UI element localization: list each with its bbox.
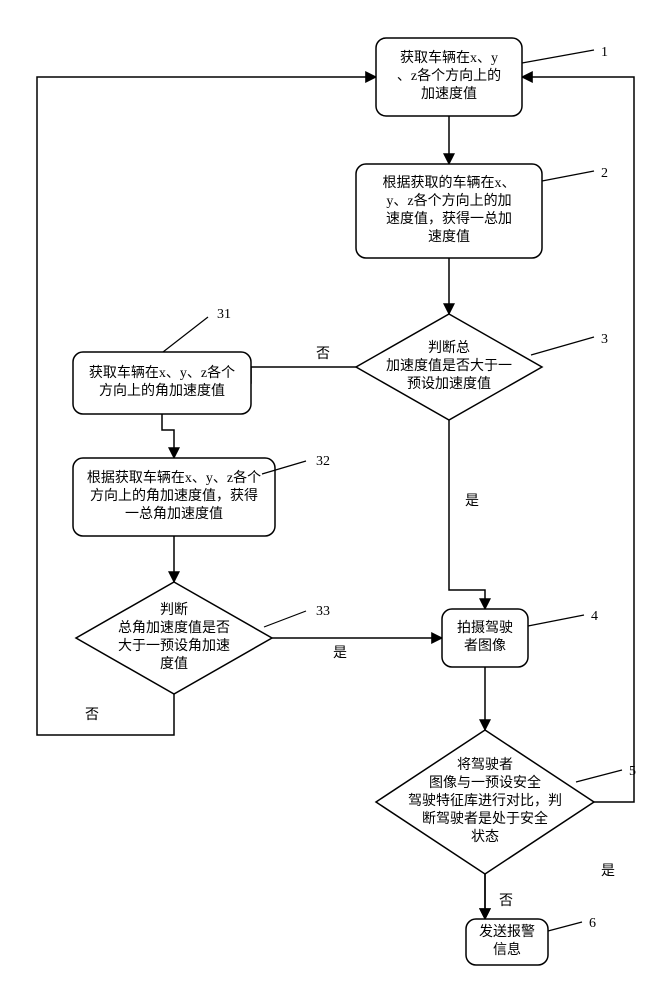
edgelabel-e5yes: 是 xyxy=(601,864,615,879)
numlabel-l33: 33 xyxy=(316,604,330,619)
numlabel-l1: 1 xyxy=(601,45,608,60)
svg-text:拍摄驾驶: 拍摄驾驶 xyxy=(457,620,513,636)
svg-text:加速度值是否大于一: 加速度值是否大于一 xyxy=(386,358,512,374)
svg-text:驾驶特征库进行对比，判: 驾驶特征库进行对比，判 xyxy=(408,793,562,809)
node-n5: 将驾驶者图像与一预设安全驾驶特征库进行对比，判断驾驶者是处于安全状态 xyxy=(376,730,594,874)
edgelabel-e5no: 否 xyxy=(499,894,513,909)
svg-text:速度值: 速度值 xyxy=(428,229,470,245)
svg-text:、z各个方向上的: 、z各个方向上的 xyxy=(397,68,501,84)
edgelabel-e3no: 否 xyxy=(316,347,330,362)
leader-l5 xyxy=(576,770,622,782)
edge-n3-n4 xyxy=(449,420,485,609)
svg-text:发送报警: 发送报警 xyxy=(479,924,535,940)
node-n1: 获取车辆在x、y 、z各个方向上的加速度值 xyxy=(376,38,522,116)
numlabel-l5: 5 xyxy=(629,764,636,779)
svg-text:信息: 信息 xyxy=(493,941,521,958)
svg-text:获取车辆在x、y: 获取车辆在x、y xyxy=(400,49,498,66)
leader-l6 xyxy=(548,922,582,931)
svg-text:者图像: 者图像 xyxy=(464,638,506,654)
edgelabel-e3yes: 是 xyxy=(465,494,479,509)
svg-text:根据获取车辆在x、y、z各个: 根据获取车辆在x、y、z各个 xyxy=(87,469,261,486)
svg-text:判断总: 判断总 xyxy=(428,340,470,356)
numlabel-l2: 2 xyxy=(601,166,608,181)
leader-l4 xyxy=(528,615,584,626)
leader-l1 xyxy=(522,50,594,63)
svg-text:大于一预设角加速: 大于一预设角加速 xyxy=(118,638,230,654)
node-n6: 发送报警信息 xyxy=(466,919,548,965)
leader-l31 xyxy=(163,317,208,352)
svg-text:速度值，获得一总加: 速度值，获得一总加 xyxy=(386,210,512,227)
node-n32: 根据获取车辆在x、y、z各个方向上的角加速度值，获得一总角加速度值 xyxy=(73,458,275,536)
node-n33: 判断总角加速度值是否大于一预设角加速度值 xyxy=(76,582,272,694)
nodes-layer: 获取车辆在x、y 、z各个方向上的加速度值根据获取的车辆在x、 y、z各个方向上的加… xyxy=(73,38,594,965)
svg-text:断驾驶者是处于安全: 断驾驶者是处于安全 xyxy=(422,810,548,827)
leader-l3 xyxy=(531,337,594,355)
svg-text:总角加速度值是否: 总角加速度值是否 xyxy=(118,620,230,636)
edgelabel-e33no: 否 xyxy=(85,708,99,723)
numlabel-l3: 3 xyxy=(601,332,608,347)
svg-text:图像与一预设安全: 图像与一预设安全 xyxy=(429,774,541,791)
svg-text:根据获取的车辆在x、: 根据获取的车辆在x、 xyxy=(383,174,516,191)
svg-text:方向上的角加速度值: 方向上的角加速度值 xyxy=(99,383,225,399)
numlabel-l4: 4 xyxy=(591,609,598,624)
node-n3: 判断总加速度值是否大于一预设加速度值 xyxy=(356,314,542,420)
svg-text:获取车辆在x、y、z各个: 获取车辆在x、y、z各个 xyxy=(89,364,235,381)
svg-text:一总角加速度值: 一总角加速度值 xyxy=(125,506,223,522)
svg-text:预设加速度值: 预设加速度值 xyxy=(407,376,491,392)
node-n31: 获取车辆在x、y、z各个方向上的角加速度值 xyxy=(73,352,251,414)
edgelabel-e33yes: 是 xyxy=(333,646,347,661)
numlabel-l32: 32 xyxy=(316,454,330,469)
edge-n31-n32v xyxy=(162,414,174,458)
svg-text:y、z各个方向上的加: y、z各个方向上的加 xyxy=(386,193,511,209)
svg-text:加速度值: 加速度值 xyxy=(421,86,477,102)
leader-l2 xyxy=(542,171,594,181)
svg-text:判断: 判断 xyxy=(160,602,188,618)
svg-text:度值: 度值 xyxy=(160,656,188,672)
leader-l33 xyxy=(264,611,306,627)
svg-text:将驾驶者: 将驾驶者 xyxy=(457,757,513,773)
numlabel-l6: 6 xyxy=(589,916,596,931)
node-n2: 根据获取的车辆在x、 y、z各个方向上的加速度值，获得一总加速度值 xyxy=(356,164,542,258)
numlabel-l31: 31 xyxy=(217,307,231,322)
node-n4: 拍摄驾驶者图像 xyxy=(442,609,528,667)
svg-text:状态: 状态 xyxy=(471,829,499,845)
svg-text:方向上的角加速度值，获得: 方向上的角加速度值，获得 xyxy=(90,487,258,504)
